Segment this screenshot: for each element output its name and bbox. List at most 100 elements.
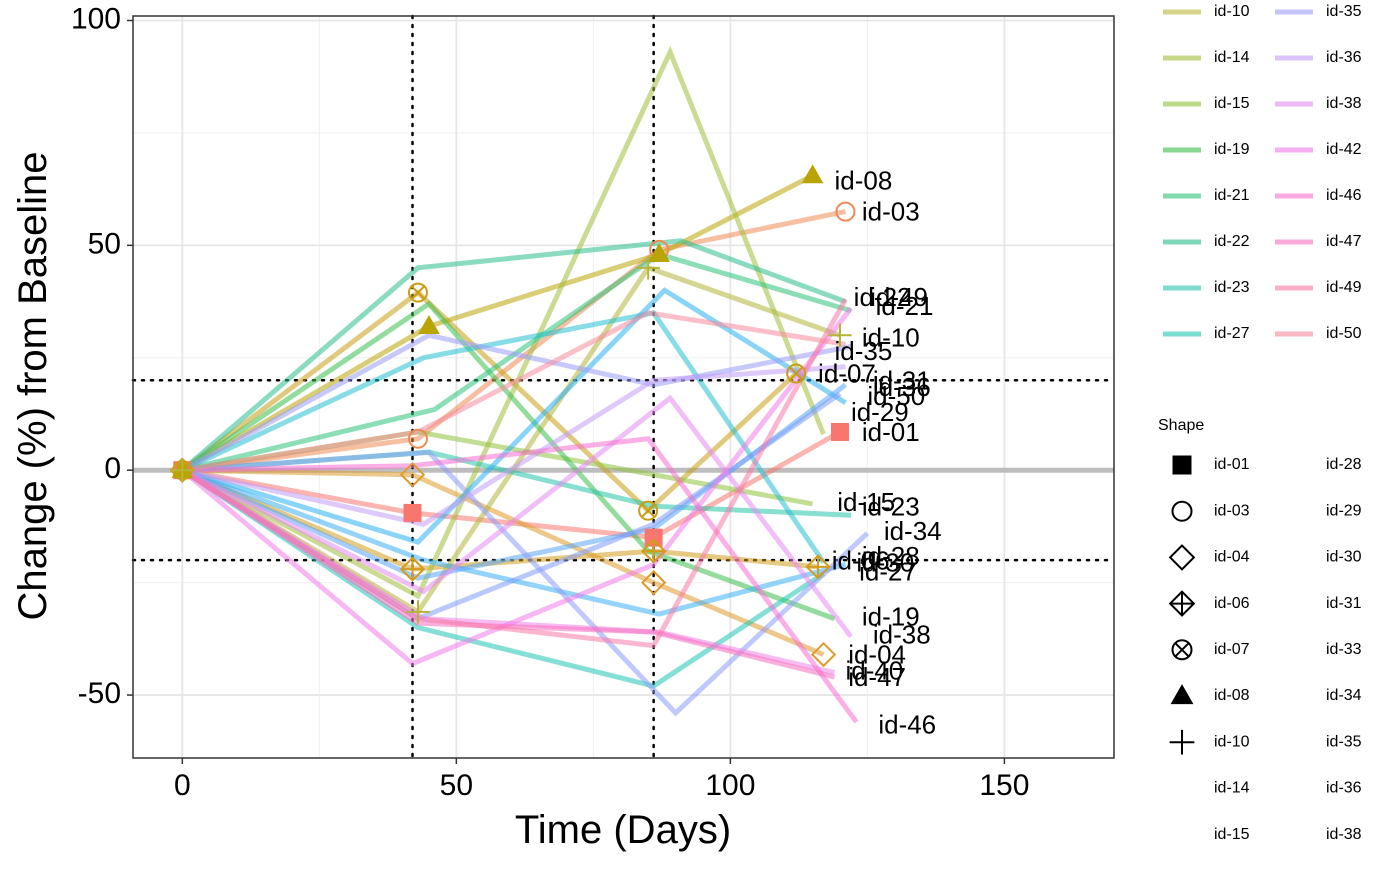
series-line-id-14 xyxy=(181,45,826,600)
legend-label-id-15: id-15 xyxy=(1214,95,1250,112)
shape-legend-label-id-03: id-03 xyxy=(1214,502,1250,519)
series-line-id-28 xyxy=(181,310,826,564)
series-lines xyxy=(180,45,870,724)
end-label-id-10: id-10 xyxy=(862,323,920,353)
end-label-id-30: id-30 xyxy=(856,548,914,578)
legend-label-id-42: id-42 xyxy=(1326,141,1362,158)
series-line-id-19 xyxy=(180,300,836,621)
end-label-id-06: id-06 xyxy=(832,545,890,575)
legend-label-id-10: id-10 xyxy=(1214,3,1250,20)
shape-legend-label-id-35: id-35 xyxy=(1326,733,1362,750)
x-tick-label: 50 xyxy=(440,769,473,802)
shape-legend-key-id-08 xyxy=(1170,684,1194,705)
end-label-id-34: id-34 xyxy=(884,516,942,546)
marker-id-01 xyxy=(830,422,849,441)
end-label-id-21: id-21 xyxy=(876,291,934,321)
end-label-id-04: id-04 xyxy=(848,640,906,670)
shape-legend-label-id-30: id-30 xyxy=(1326,549,1362,566)
end-label-id-40: id-40 xyxy=(845,655,903,685)
y-tick-label: -50 xyxy=(78,677,121,710)
legend-label-id-27: id-27 xyxy=(1214,325,1250,342)
marker-id-01 xyxy=(644,528,663,547)
end-label-id-07: id-07 xyxy=(818,359,876,389)
end-label-id-01: id-01 xyxy=(862,417,920,447)
end-label-id-35: id-35 xyxy=(834,336,892,366)
series-line-id-34 xyxy=(182,449,870,717)
end-label-id-28: id-28 xyxy=(862,541,920,571)
shape-legend-label-id-31: id-31 xyxy=(1326,595,1362,612)
legend: id-10 id-14 id-15 id-19 id-21 id-22 id-23 id-27… xyxy=(1158,3,1362,843)
marker-id-03 xyxy=(835,201,856,222)
shape-legend-label-id-29: id-29 xyxy=(1326,502,1362,519)
marker-id-06 xyxy=(640,538,667,564)
marker-id-08 xyxy=(418,315,440,334)
marker-id-01 xyxy=(403,503,422,522)
end-label-id-23: id-23 xyxy=(862,491,920,521)
marker-id-10 xyxy=(636,256,660,280)
marker-id-08 xyxy=(648,243,670,262)
shape-legend-label-id-08: id-08 xyxy=(1214,687,1250,704)
series-line-id-42 xyxy=(180,306,853,667)
x-ticks: 0 50 100 150 xyxy=(174,758,1029,802)
end-label-id-36: id-36 xyxy=(873,372,931,402)
end-label-id-15: id-15 xyxy=(837,487,895,517)
shape-legend-label-id-15: id-15 xyxy=(1214,826,1250,843)
legend-label-id-22: id-22 xyxy=(1214,233,1250,250)
marker-id-03 xyxy=(407,428,428,449)
end-label-id-46: id-46 xyxy=(878,709,936,739)
end-label-id-31: id-31 xyxy=(873,365,931,395)
series-line-id-49 xyxy=(180,298,848,649)
shape-legend-label-id-10: id-10 xyxy=(1214,733,1250,750)
x-tick-label: 100 xyxy=(705,769,755,802)
end-label-id-08: id-08 xyxy=(834,165,892,195)
legend-label-id-19: id-19 xyxy=(1214,141,1250,158)
end-label-id-29: id-29 xyxy=(851,397,909,427)
end-label-id-19: id-19 xyxy=(862,601,920,631)
end-label-id-03: id-03 xyxy=(862,197,920,227)
end-label-id-27: id-27 xyxy=(859,556,917,586)
x-tick-label: 0 xyxy=(174,769,191,802)
legend-label-id-50: id-50 xyxy=(1326,325,1362,342)
end-label-id-22: id-22 xyxy=(854,282,912,312)
marker-id-10 xyxy=(406,600,430,624)
legend-label-id-36: id-36 xyxy=(1326,49,1362,66)
legend-label-id-21: id-21 xyxy=(1214,187,1250,204)
legend-label-id-14: id-14 xyxy=(1214,49,1250,66)
series-line-id-38 xyxy=(181,394,853,639)
legend-label-id-23: id-23 xyxy=(1214,279,1250,296)
series-line-id-46 xyxy=(182,436,859,724)
shape-legend-label-id-28: id-28 xyxy=(1326,456,1362,473)
y-tick-label: 50 xyxy=(88,227,121,260)
shape-legend-key-id-07 xyxy=(1171,639,1193,661)
marker-id-04 xyxy=(640,569,667,596)
series-line-id-22 xyxy=(180,238,847,473)
legend-label-id-47: id-47 xyxy=(1326,233,1362,250)
series-line-id-30 xyxy=(181,467,847,617)
axes: 0 50 100 150 -50 0 50 100 Time (Days) Change (… xyxy=(11,2,1029,852)
series-markers xyxy=(169,164,856,668)
color-legend: id-10 id-14 id-15 id-19 id-21 id-22 id-23 id-27… xyxy=(1163,3,1362,342)
y-ticks: -50 0 50 100 xyxy=(71,2,133,710)
shape-legend-key-id-04 xyxy=(1168,544,1196,571)
marker-id-08 xyxy=(801,164,824,184)
y-axis-title: Change (%) from Baseline xyxy=(11,151,55,620)
end-label-id-38: id-38 xyxy=(873,619,931,649)
marker-id-10 xyxy=(828,323,852,347)
shape-legend-label-id-07: id-07 xyxy=(1214,641,1250,658)
shape-legend-label-id-36: id-36 xyxy=(1326,780,1362,797)
panel-border-rect xyxy=(132,15,1115,759)
shape-legend-label-id-34: id-34 xyxy=(1326,687,1362,704)
marker-id-04 xyxy=(810,641,837,668)
shape-legend-key-id-03 xyxy=(1171,500,1193,522)
legend-label-id-35: id-35 xyxy=(1326,3,1362,20)
x-tick-label: 150 xyxy=(979,769,1029,802)
x-axis-title: Time (Days) xyxy=(515,808,731,852)
shape-legend-key-id-06 xyxy=(1168,590,1196,617)
end-label-id-50: id-50 xyxy=(867,381,925,411)
series-line-id-03 xyxy=(181,209,847,473)
marker-id-10 xyxy=(170,458,195,482)
shape-legend-title: Shape xyxy=(1158,417,1204,434)
shape-legend: id-01 id-03 id-04 id-06 id-07 id-08 id-10 id-14… xyxy=(1168,455,1362,843)
